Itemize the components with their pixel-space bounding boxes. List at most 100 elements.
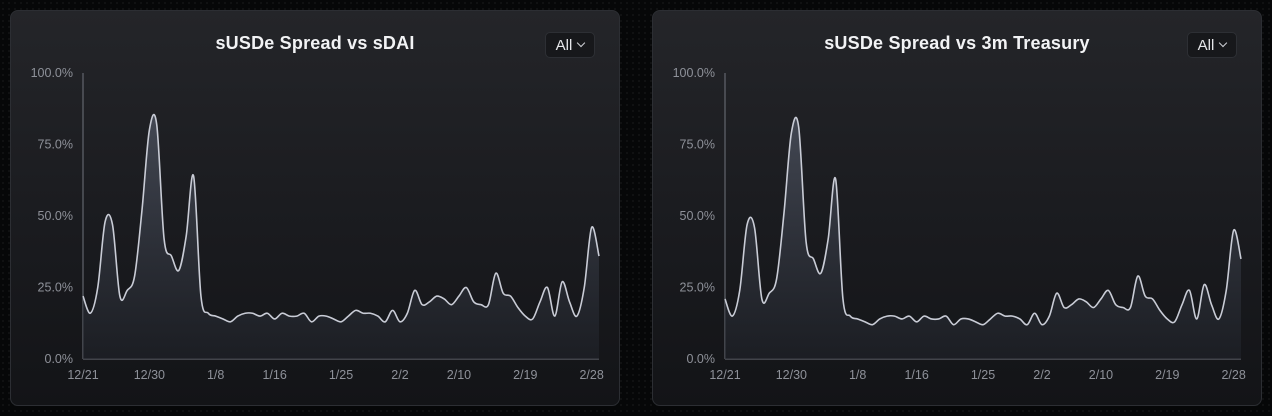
- data-point: [1055, 291, 1059, 295]
- x-tick-label: 1/8: [849, 368, 866, 382]
- data-point: [1084, 300, 1088, 304]
- data-point: [553, 314, 557, 318]
- data-point: [900, 317, 904, 321]
- data-point: [1136, 274, 1140, 278]
- data-point: [346, 314, 350, 318]
- data-point: [420, 303, 424, 307]
- y-tick-label: 100.0%: [31, 66, 73, 80]
- x-tick-label: 1/16: [904, 368, 928, 382]
- data-point: [273, 317, 277, 321]
- data-point: [944, 314, 948, 318]
- series-line: [82, 113, 600, 323]
- data-point: [494, 271, 498, 275]
- data-point: [878, 317, 882, 321]
- spread-vs-treasury-chart: 100.0% 75.0% 50.0% 25.0% 0.0% 12/21 12/30 1/8 1/…: [673, 66, 1246, 382]
- data-point: [1173, 320, 1177, 324]
- data-point: [738, 288, 742, 292]
- data-point: [1187, 288, 1191, 292]
- data-point: [996, 311, 1000, 315]
- data-point: [147, 128, 151, 132]
- spread-vs-sdai-card: sUSDe Spread vs sDAI All 100.0% 75.0% 50.0…: [10, 10, 620, 406]
- data-point: [169, 254, 173, 258]
- data-point: [775, 277, 779, 281]
- data-point: [575, 314, 579, 318]
- data-point: [103, 220, 107, 224]
- data-point: [450, 303, 454, 307]
- data-point: [1128, 306, 1132, 310]
- time-range-dropdown[interactable]: All: [545, 32, 595, 58]
- data-point: [1217, 317, 1221, 321]
- data-point: [531, 317, 535, 321]
- data-point: [324, 314, 328, 318]
- data-point: [1224, 288, 1228, 292]
- data-point: [228, 320, 232, 324]
- data-point: [258, 314, 262, 318]
- data-point: [155, 122, 159, 126]
- data-point: [133, 274, 137, 278]
- data-point: [1232, 228, 1236, 232]
- data-point: [582, 286, 586, 290]
- data-point: [88, 311, 92, 315]
- data-point: [1003, 314, 1007, 318]
- series-line: [724, 116, 1242, 326]
- data-point: [486, 303, 490, 307]
- data-point: [922, 314, 926, 318]
- data-point: [435, 294, 439, 298]
- data-point: [907, 314, 911, 318]
- data-point: [974, 320, 978, 324]
- x-tick-label: 2/28: [579, 368, 603, 382]
- data-point: [981, 323, 985, 327]
- data-point: [509, 294, 513, 298]
- y-tick-label: 0.0%: [45, 352, 74, 366]
- data-point: [192, 174, 196, 178]
- data-point: [966, 317, 970, 321]
- data-point: [1033, 311, 1037, 315]
- data-point: [1099, 297, 1103, 301]
- data-point: [1092, 306, 1096, 310]
- spread-vs-sdai-chart: 100.0% 75.0% 50.0% 25.0% 0.0% 12/21 12/30 1/8 1/…: [31, 66, 604, 382]
- data-point: [1202, 283, 1206, 287]
- y-tick-label: 50.0%: [680, 209, 715, 223]
- data-point: [848, 314, 852, 318]
- data-point: [391, 308, 395, 312]
- chart-title: sUSDe Spread vs sDAI: [215, 33, 415, 53]
- x-tick-label: 12/21: [709, 368, 740, 382]
- time-range-label: All: [1197, 36, 1215, 54]
- data-point: [317, 314, 321, 318]
- data-point: [789, 131, 793, 135]
- y-tick-label: 0.0%: [687, 352, 716, 366]
- data-point: [1158, 308, 1162, 312]
- chart-title: sUSDe Spread vs 3m Treasury: [824, 33, 1090, 53]
- x-tick-label: 1/8: [207, 368, 224, 382]
- data-point: [354, 308, 358, 312]
- data-point: [767, 291, 771, 295]
- y-tick-label: 25.0%: [680, 281, 715, 295]
- data-point: [952, 323, 956, 327]
- data-point: [760, 297, 764, 301]
- time-range-dropdown[interactable]: All: [1187, 32, 1237, 58]
- data-point: [885, 314, 889, 318]
- data-point: [870, 323, 874, 327]
- data-point: [834, 177, 838, 181]
- data-point: [162, 237, 166, 241]
- x-tick-label: 2/2: [391, 368, 408, 382]
- data-point: [81, 294, 85, 298]
- x-tick-label: 2/10: [447, 368, 471, 382]
- data-point: [140, 208, 144, 212]
- x-tick-label: 12/30: [776, 368, 807, 382]
- data-point: [560, 280, 564, 284]
- data-point: [1106, 288, 1110, 292]
- data-point: [1143, 294, 1147, 298]
- data-point: [287, 314, 291, 318]
- y-tick-label: 100.0%: [673, 66, 715, 80]
- data-point: [118, 294, 122, 298]
- data-point: [841, 297, 845, 301]
- data-point: [1114, 303, 1118, 307]
- x-tick-label: 2/19: [1155, 368, 1179, 382]
- x-tick-label: 2/2: [1033, 368, 1050, 382]
- data-point: [730, 314, 734, 318]
- data-point: [236, 314, 240, 318]
- data-point: [797, 125, 801, 129]
- data-point: [863, 320, 867, 324]
- data-point: [1165, 317, 1169, 321]
